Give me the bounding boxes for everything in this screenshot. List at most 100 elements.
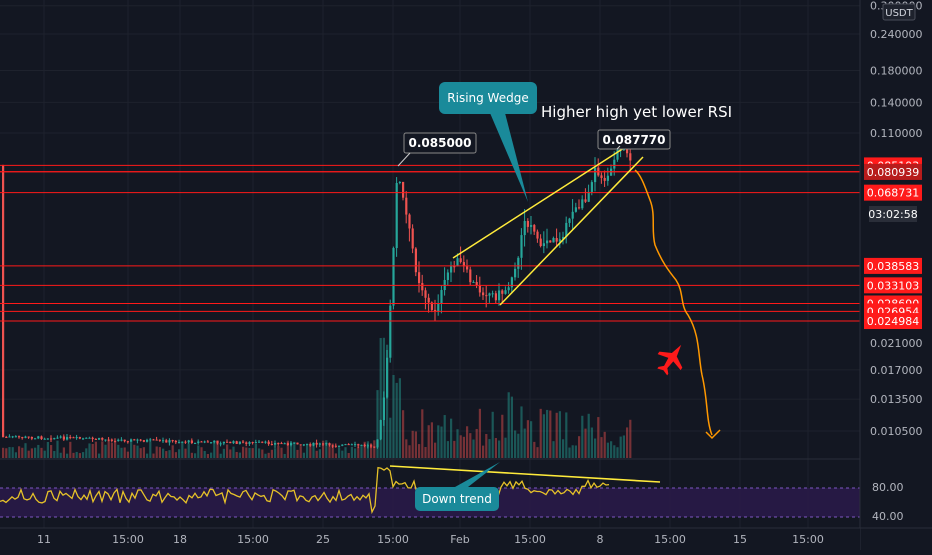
volume-bar xyxy=(158,447,161,458)
volume-bar xyxy=(600,437,603,458)
candle-body xyxy=(581,199,584,209)
volume-bar xyxy=(88,443,91,458)
volume-bar xyxy=(536,447,539,458)
volume-bar xyxy=(571,445,574,458)
rising-wedge-drawing[interactable] xyxy=(452,147,644,306)
level-tag-bg xyxy=(864,277,922,294)
candle-body xyxy=(94,438,97,440)
candle-body xyxy=(571,211,574,219)
volume-bar xyxy=(184,448,187,458)
x-axis-label: 15:00 xyxy=(237,533,269,546)
volume-bar xyxy=(370,444,373,458)
volume-bar xyxy=(43,450,46,458)
wedge-lower-trendline[interactable] xyxy=(499,156,644,306)
volume-bar xyxy=(152,453,155,458)
candle-body xyxy=(24,436,27,438)
volume-bar xyxy=(504,437,507,458)
candle-body xyxy=(382,397,385,421)
candle-body xyxy=(142,440,145,442)
volume-bar xyxy=(251,448,254,458)
volume-bar xyxy=(232,446,235,458)
candle-body xyxy=(530,225,533,227)
volume-bar xyxy=(610,441,613,458)
candle-body xyxy=(222,441,225,444)
high2-callout[interactable]: 0.087770 xyxy=(597,129,671,150)
volume-bar xyxy=(174,452,177,458)
candle-body xyxy=(78,437,81,439)
volume-bar xyxy=(334,453,337,458)
level-lines[interactable] xyxy=(0,164,860,322)
volume-bar xyxy=(510,396,513,458)
volume-bar xyxy=(2,447,5,458)
x-axis-label: 8 xyxy=(597,533,604,546)
volume-bar xyxy=(258,448,261,458)
candle-body xyxy=(264,441,267,443)
volume-bar xyxy=(331,443,334,458)
volume-bar xyxy=(376,390,379,458)
volume-bar xyxy=(469,433,472,458)
candle-body xyxy=(366,445,369,447)
candle-body xyxy=(248,442,251,444)
volume-bar xyxy=(133,444,136,458)
rsi-down-trendline[interactable] xyxy=(389,465,661,483)
candle-body xyxy=(123,439,126,442)
volume-bar xyxy=(443,415,446,458)
volume-bar xyxy=(306,444,309,458)
volume-bar xyxy=(24,443,27,458)
candle-body xyxy=(101,438,104,440)
candle-body xyxy=(155,439,158,441)
candle-body xyxy=(258,441,261,443)
candle-body xyxy=(347,444,350,446)
volume-bar xyxy=(318,449,321,458)
candle-body xyxy=(616,149,619,160)
volume-bar xyxy=(171,445,174,458)
candle-body xyxy=(299,444,302,446)
candle-body xyxy=(312,442,315,446)
volume-bar xyxy=(344,447,347,458)
volume-bar xyxy=(286,440,289,458)
candle-body xyxy=(242,441,245,443)
candle-body xyxy=(526,221,529,227)
volume-bar xyxy=(75,451,78,458)
volume-bar xyxy=(110,442,113,458)
candle-body xyxy=(584,199,587,202)
volume-bar xyxy=(181,442,184,458)
volume-bar xyxy=(366,441,369,458)
candle-body xyxy=(5,436,8,438)
candle-body xyxy=(75,437,78,439)
volume-bar xyxy=(360,445,363,458)
wedge-upper-trendline[interactable] xyxy=(452,147,625,259)
candle-body xyxy=(72,437,75,439)
time-scale[interactable]: 11 15:00 18 15:00 25 15:00 Feb 15:00 8 15:00 15 15:… xyxy=(0,527,932,550)
candle-body xyxy=(466,266,469,270)
volume-bar xyxy=(30,448,33,458)
candle-body xyxy=(334,445,337,447)
candle-body xyxy=(213,440,216,443)
volume-bar xyxy=(341,450,344,458)
projected-price-path[interactable] xyxy=(634,169,713,436)
volume-bar xyxy=(523,428,526,458)
currency-badge[interactable] xyxy=(882,3,916,21)
volume-bar xyxy=(491,411,494,458)
volume-bar xyxy=(389,417,392,458)
volume-bar xyxy=(485,434,488,458)
candle-body xyxy=(50,438,53,440)
volume-bar xyxy=(226,444,229,458)
rsi-trend-callout[interactable] xyxy=(415,487,499,511)
volume-bar xyxy=(312,443,315,458)
candle-body xyxy=(405,197,408,215)
high1-price: 0.085000 xyxy=(408,136,471,150)
candle-body xyxy=(62,436,65,440)
volume-bar xyxy=(107,440,110,458)
volume-bar xyxy=(501,414,504,458)
rising-wedge-callout[interactable]: Rising Wedge xyxy=(439,82,537,202)
candle-body xyxy=(510,277,513,288)
candle-body xyxy=(130,439,133,442)
rsi-pane[interactable]: Down trend xyxy=(0,462,860,518)
volume-bar xyxy=(558,411,561,458)
candlestick-series xyxy=(2,142,632,449)
price-scale[interactable]: 0.3000000.2400000.1800000.1400000.110000… xyxy=(859,0,932,550)
high1-callout[interactable]: 0.085000 xyxy=(397,132,477,167)
